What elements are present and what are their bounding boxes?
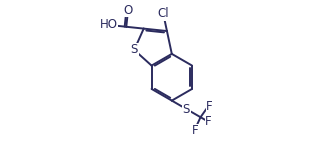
Text: HO: HO: [100, 18, 117, 31]
Text: S: S: [183, 103, 190, 115]
Text: S: S: [130, 43, 138, 56]
Text: O: O: [123, 4, 133, 17]
Text: Cl: Cl: [158, 7, 169, 20]
Text: F: F: [206, 100, 213, 113]
Text: F: F: [192, 124, 199, 137]
Text: F: F: [205, 115, 211, 128]
